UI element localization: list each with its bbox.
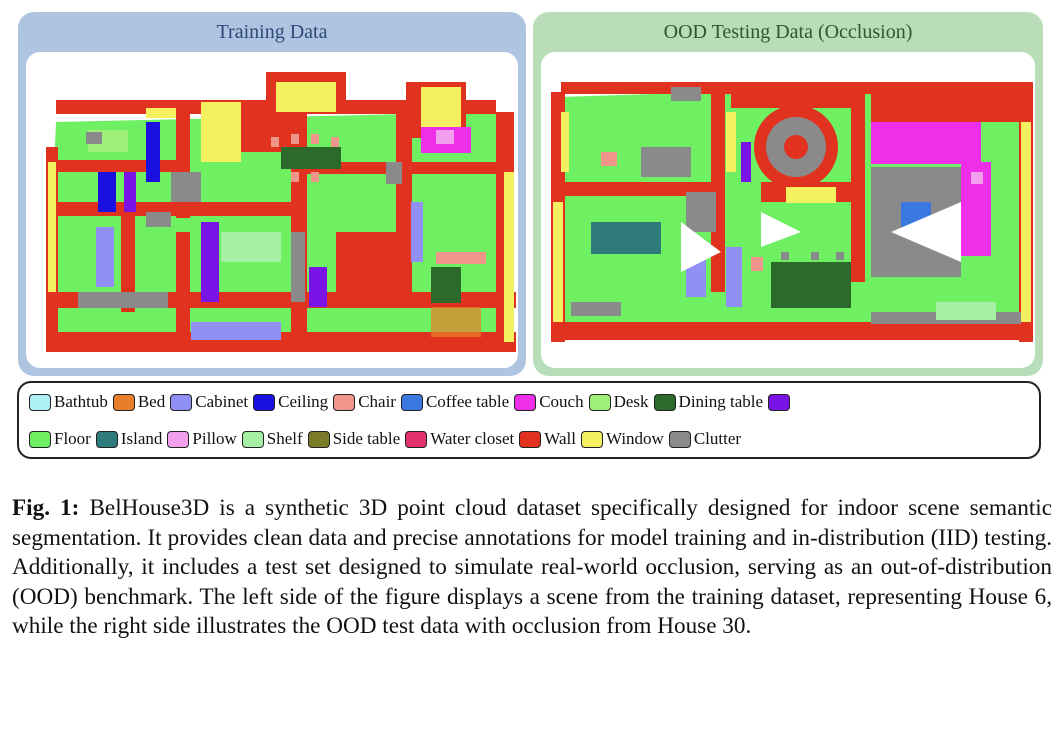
legend-swatch xyxy=(112,393,135,411)
legend-swatch xyxy=(167,430,190,448)
legend-item: Water closet xyxy=(405,429,517,449)
legend-label: Cabinet xyxy=(195,392,249,411)
legend-item: Bathtub xyxy=(29,392,111,412)
legend-item: Bed xyxy=(112,392,168,412)
legend-item: Cabinet xyxy=(170,392,251,412)
training-data-panel: Training Data xyxy=(18,12,526,376)
legend-label: Couch xyxy=(539,392,584,411)
legend-swatch xyxy=(653,393,676,411)
legend-label: Wall xyxy=(544,429,576,448)
legend-item: Desk xyxy=(588,392,652,412)
legend-swatch xyxy=(519,430,542,448)
legend-label: Bathtub xyxy=(54,392,108,411)
legend-item: Dining table xyxy=(653,392,767,412)
ood-scene-image xyxy=(541,52,1035,368)
legend-label: Side table xyxy=(332,429,401,448)
legend-item xyxy=(768,393,793,411)
legend-swatch xyxy=(768,393,791,411)
legend-swatch xyxy=(405,430,428,448)
legend-item: Chair xyxy=(333,392,399,412)
legend-swatch xyxy=(668,430,691,448)
legend-swatch xyxy=(580,430,603,448)
legend-row-2: Floor Island Pillow Shelf Side table Water cl… xyxy=(29,429,746,449)
legend-swatch xyxy=(253,393,276,411)
legend-item: Floor xyxy=(29,429,94,449)
segmentation-legend: Bathtub Bed Cabinet Ceiling Chair Coffee tabl… xyxy=(17,381,1041,459)
legend-swatch xyxy=(29,393,51,411)
training-scene-image xyxy=(26,52,518,368)
legend-item: Shelf xyxy=(241,429,306,449)
training-panel-title: Training Data xyxy=(216,21,328,43)
legend-swatch xyxy=(333,393,356,411)
legend-item: Wall xyxy=(519,429,579,449)
ood-panel-title: OOD Testing Data (Occlusion) xyxy=(663,21,913,43)
legend-item: Window xyxy=(580,429,667,449)
legend-label: Bed xyxy=(137,392,166,411)
legend-item: Clutter xyxy=(668,429,744,449)
legend-item: Side table xyxy=(307,429,404,449)
legend-swatch xyxy=(29,430,51,448)
ood-testing-data-panel: OOD Testing Data (Occlusion) xyxy=(533,12,1043,376)
caption-text: BelHouse3D is a synthetic 3D point cloud… xyxy=(12,495,1053,640)
legend-label: Floor xyxy=(54,429,91,448)
legend-swatch xyxy=(241,430,264,448)
legend-label: Chair xyxy=(358,392,396,411)
legend-item: Couch xyxy=(514,392,586,412)
legend-label: Clutter xyxy=(693,429,742,448)
legend-label: Ceiling xyxy=(278,392,329,411)
legend-swatch xyxy=(588,393,611,411)
legend-row-1: Bathtub Bed Cabinet Ceiling Chair Coffee tabl… xyxy=(29,392,795,412)
legend-label: Pillow xyxy=(192,429,237,448)
legend-item: Island xyxy=(95,429,166,449)
legend-label: Water closet xyxy=(430,429,515,448)
figure-label: Fig. 1: xyxy=(12,495,80,521)
legend-label: Desk xyxy=(613,392,649,411)
legend-swatch xyxy=(95,430,118,448)
legend-label: Dining table xyxy=(678,392,764,411)
legend-item: Ceiling xyxy=(253,392,331,412)
legend-item: Coffee table xyxy=(400,392,512,412)
legend-swatch xyxy=(400,393,423,411)
legend-swatch xyxy=(170,393,193,411)
legend-label: Window xyxy=(605,429,664,448)
training-house-render xyxy=(46,72,516,352)
legend-label: Island xyxy=(120,429,163,448)
legend-swatch xyxy=(514,393,537,411)
legend-swatch xyxy=(307,430,330,448)
legend-label: Shelf xyxy=(266,429,303,448)
figure-caption: Fig. 1: BelHouse3D is a synthetic 3D poi… xyxy=(12,494,1052,642)
legend-item: Pillow xyxy=(167,429,239,449)
legend-label: Coffee table xyxy=(425,392,510,411)
ood-house-render xyxy=(551,82,1033,342)
